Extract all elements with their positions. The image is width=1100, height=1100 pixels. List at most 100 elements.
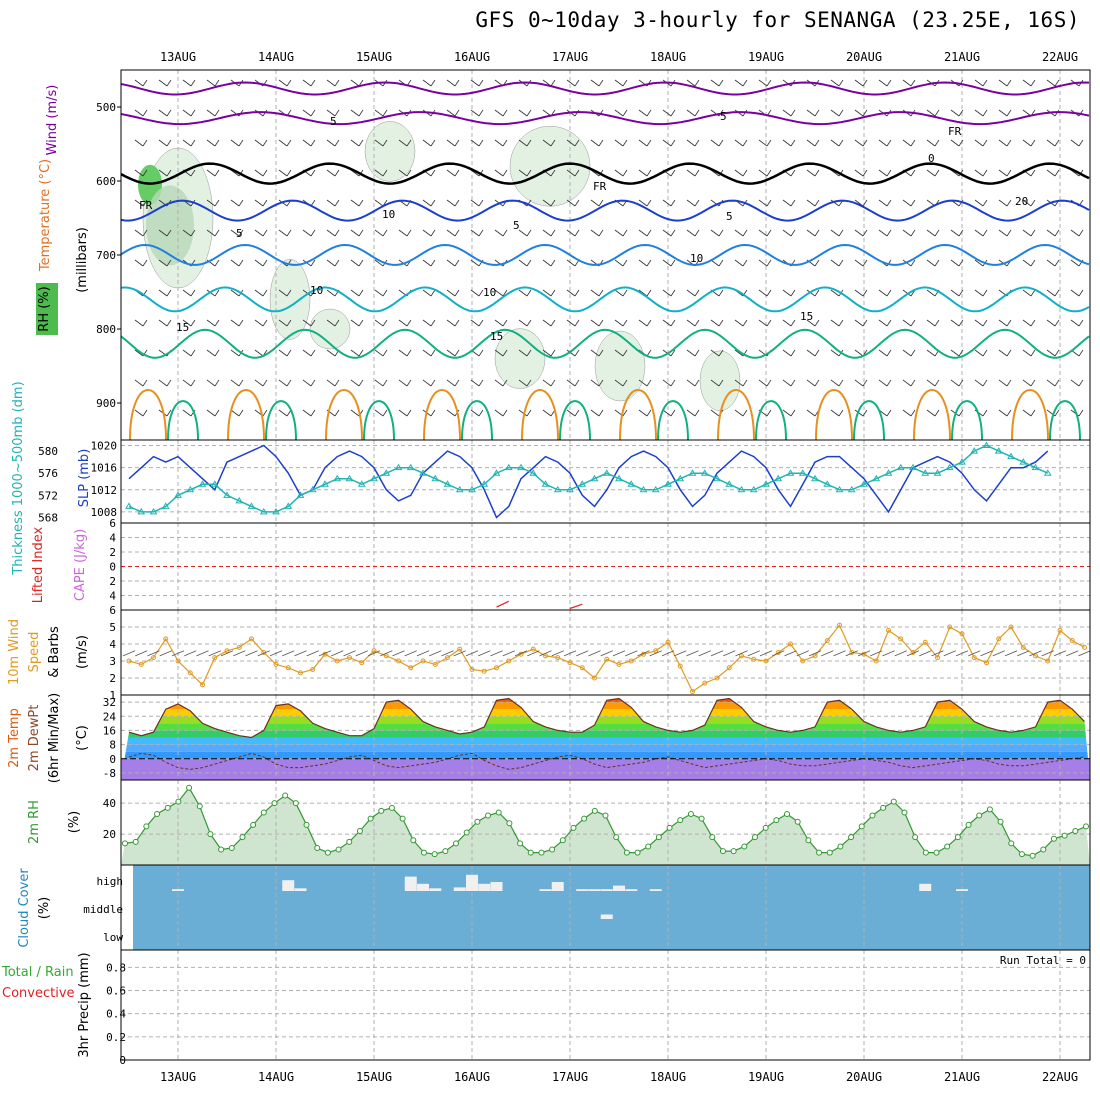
wind-barb [766,199,772,207]
thickness-marker [468,485,476,493]
rh-marker [634,849,641,856]
wind-barb [742,379,748,387]
wind-barb [122,650,136,657]
wind-barb [998,379,1008,387]
rh-marker [687,811,694,817]
wind-speed-marker [873,658,879,664]
wind-barb [302,349,312,357]
thickness-marker [590,474,599,482]
date-label-bottom: 19AUG [748,1070,784,1084]
rh-marker [1040,846,1047,853]
wind-barb [830,379,840,387]
wind-barb [398,349,408,357]
wind-barb [446,259,456,267]
rh-marker [346,838,353,845]
thickness-marker [149,507,158,515]
wind-barb [350,109,360,117]
wind-barb [806,319,816,327]
wind-barb [326,109,336,117]
thickness-marker [455,485,464,493]
rh-marker [997,818,1004,825]
wind-barb [430,379,436,387]
wind-barb [734,229,744,237]
wind-speed-marker [677,663,683,669]
temp-tick-label: 32 [103,696,116,709]
cloud-level-label: low [103,931,123,944]
wind-barb [454,379,460,387]
wind-barb [742,229,748,237]
wind-barb [454,289,460,297]
wind-barb [910,139,916,147]
temp-tick-label: -8 [103,767,116,780]
wind-barb [590,79,600,87]
wind-barb [758,199,768,207]
wind-barb [862,79,868,87]
wind-barb [943,650,956,657]
wind-barb [814,319,820,327]
wind-barb [614,229,624,237]
wind-barb [830,259,840,267]
wind-speed-marker [702,680,708,686]
wind-barb [574,229,580,237]
wind-barb [326,79,336,87]
wind-barb [686,349,696,357]
wind-barb [1022,79,1032,87]
wind-barb [814,109,820,117]
wind-barb [1030,319,1036,327]
wind-barb [670,139,676,147]
wind-speed-marker [334,658,340,664]
wind-speed-marker [298,670,303,676]
wind-barb [1046,379,1056,387]
wind-barb [910,169,916,177]
rh-marker [388,804,395,811]
wind-barb [958,199,964,207]
wind-barb [478,199,484,207]
wind-barb [566,319,576,327]
precip-tick-label: 0.8 [106,961,126,974]
rh-marker [218,846,225,853]
thickness-marker [774,474,783,482]
wind-barb [422,259,432,267]
wind-barb [574,319,580,327]
wind-barb [494,229,504,237]
wind-barb [1030,379,1036,387]
wind-barb [158,379,168,387]
thickness-marker [762,480,770,487]
cape-axis-label: CAPE (J/kg) [73,529,88,601]
wind-barb [350,229,360,237]
wind-barb [622,409,628,417]
temp-contour-25 [129,389,167,441]
wind-barb [674,650,687,657]
wind-barb [926,139,936,147]
wind-barb [514,650,528,657]
wind-barb [958,319,964,327]
rh-marker [976,812,983,819]
wind-barb [518,139,528,147]
contour-label: 10 [310,284,323,297]
wind-speed-marker [371,648,377,654]
wind-barb [166,79,172,87]
wind-barb [454,229,460,237]
wind-barb [974,109,984,117]
thickness-marker [247,502,256,509]
wind-barb [718,139,724,147]
thickness-marker [186,485,195,493]
wind-barb [566,379,576,387]
rh-area [121,787,1090,865]
wind-speed-marker [604,656,610,662]
thickness-marker [639,485,648,493]
wind-barb [398,229,408,237]
temp-contour-25 [325,389,363,441]
wind-barb [926,109,936,117]
wind-barb [262,319,268,327]
wind-speed-marker [628,658,634,664]
date-label-bottom: 20AUG [846,1070,882,1084]
wind-speed-marker [1082,644,1087,650]
wind-barb [206,169,216,177]
rh-marker [474,818,481,825]
contour-label: 10 [382,208,395,221]
wind-speed-marker [359,660,365,666]
wind-barb [1030,289,1036,297]
rh-marker [709,834,716,841]
wind-barb [551,650,564,657]
